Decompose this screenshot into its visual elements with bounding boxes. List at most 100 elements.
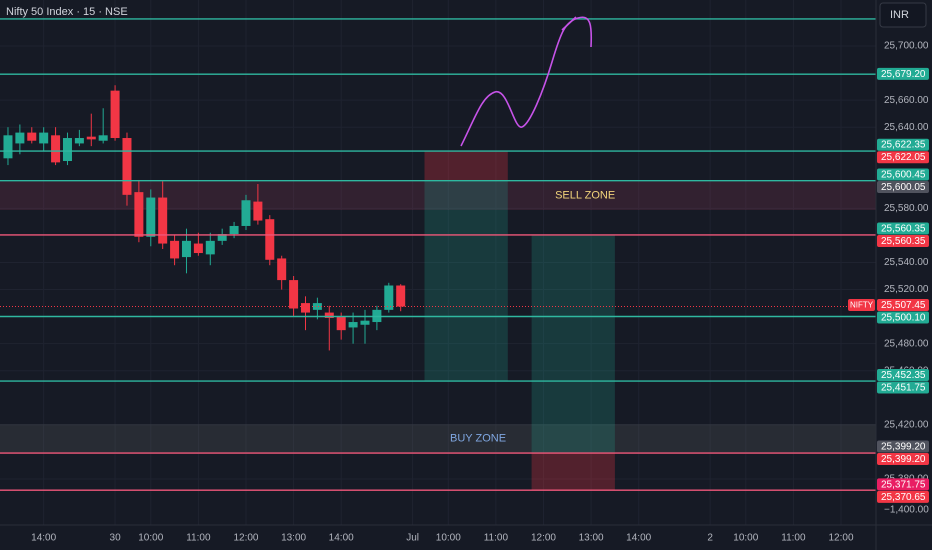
x-tick-label: 14:00: [626, 533, 651, 544]
symbol-tag: [848, 299, 875, 312]
price-tag: [877, 440, 929, 453]
zone: [0, 181, 876, 210]
levels: SELL ZONE BUY ZONE: [0, 18, 876, 491]
hand-drawn-arrow: [460, 16, 593, 147]
candle-body: [170, 240, 180, 259]
currency-button[interactable]: [879, 2, 927, 28]
price-tag-label: 25,622.35: [881, 140, 926, 151]
candle-body: [324, 312, 334, 318]
candle-body: [27, 132, 37, 141]
y-tick-label: 25,700.00: [884, 41, 929, 52]
y-tick-label: 25,420.00: [884, 420, 929, 431]
candle-body: [277, 258, 287, 281]
drawings: [0, 151, 876, 491]
x-tick-label: 12:00: [828, 533, 853, 544]
y-tick-label: 25,660.00: [884, 95, 929, 106]
symbol-tag-label: NIFTY: [850, 300, 874, 309]
zone-label: BUY ZONE: [450, 432, 506, 444]
candle-body: [384, 285, 394, 310]
y-tick-label: 25,520.00: [884, 284, 929, 295]
price-tag: [877, 67, 929, 80]
candles: [3, 85, 406, 351]
candle-body: [253, 201, 263, 221]
price-tag-label: 25,452.35: [881, 370, 926, 381]
hand-drawn-arrow-head: [561, 16, 577, 31]
candle-body: [193, 243, 203, 254]
price-tag: [877, 151, 929, 164]
candle-body: [74, 138, 84, 144]
price-tag: [877, 138, 929, 151]
candle-body: [110, 90, 120, 139]
candle-body: [39, 132, 49, 144]
zone-label: SELL ZONE: [555, 190, 615, 202]
price-tag-label: 25,371.75: [881, 479, 926, 490]
candle-body: [122, 138, 132, 195]
price-tag: [877, 478, 929, 491]
x-tick-label: 14:00: [329, 533, 354, 544]
candle-body: [98, 135, 108, 141]
candle-body: [146, 197, 156, 237]
x-tick-label: 11:00: [186, 533, 211, 544]
price-tag: [877, 168, 929, 181]
y-tick-label: 25,480.00: [884, 338, 929, 349]
candle-body: [396, 285, 406, 307]
position-target: [424, 180, 508, 382]
price-tag: [877, 369, 929, 382]
candle-body: [205, 240, 215, 255]
candle-body: [51, 135, 61, 163]
candle-body: [312, 303, 322, 310]
position-stop: [424, 151, 508, 181]
x-tick-label: 12:00: [531, 533, 556, 544]
x-tick-label: 14:00: [31, 533, 56, 544]
x-tick-label: 10:00: [733, 533, 758, 544]
x-tick-label: 2: [707, 533, 713, 544]
price-tag-label: 25,399.20: [881, 441, 926, 452]
candle-body: [241, 200, 251, 226]
candle-body: [300, 303, 310, 313]
candle-body: [86, 136, 96, 140]
candle-body: [336, 316, 346, 331]
x-tick-label: 11:00: [484, 533, 509, 544]
price-tag-label: 25,500.10: [881, 312, 926, 323]
candle-body: [158, 197, 168, 244]
price-tag-label: 25,370.65: [881, 492, 926, 503]
price-tag: [877, 299, 929, 312]
y-tick-label: 25,540.00: [884, 257, 929, 268]
currency-label[interactable]: INR: [890, 9, 909, 21]
x-tick-label: 30: [110, 533, 122, 544]
candle-body: [181, 240, 191, 258]
candle-body: [289, 280, 299, 309]
position-target: [531, 234, 615, 454]
price-tag: [877, 234, 929, 247]
indicator-label: −1,400.00: [884, 504, 929, 515]
x-tick-label: 10:00: [436, 533, 461, 544]
candle-body: [348, 322, 358, 328]
candle-body: [62, 138, 72, 162]
chart-title: Nifty 50 Index · 15 · NSE: [6, 6, 128, 18]
price-tag-label: 25,600.05: [881, 182, 926, 193]
candle-body: [217, 234, 227, 241]
price-tag-label: 25,600.45: [881, 169, 926, 180]
price-tag-label: 25,560.35: [881, 236, 926, 247]
grid: [0, 0, 876, 525]
candle-body: [229, 225, 239, 235]
candle-body: [3, 135, 13, 159]
price-tag-label: 25,399.20: [881, 454, 926, 465]
axes: 25,700.00 25,660.00 25,640.00 25,580.00 25,5…: [31, 41, 929, 544]
y-tick-label: 25,580.00: [884, 203, 929, 214]
price-tag: [877, 222, 929, 235]
y-tick-label: 25,640.00: [884, 122, 929, 133]
x-tick-label: 13:00: [281, 533, 306, 544]
position-stop: [531, 453, 615, 491]
price-tag-label: 25,451.75: [881, 382, 926, 393]
price-tag-label: 25,622.05: [881, 152, 926, 163]
price-tag-label: 25,560.35: [881, 223, 926, 234]
price-tag: [877, 180, 929, 193]
zone: [0, 424, 876, 454]
price-tag-label: 25,679.20: [881, 69, 926, 80]
x-tick-label: 11:00: [781, 533, 806, 544]
x-tick-label: 10:00: [138, 533, 163, 544]
